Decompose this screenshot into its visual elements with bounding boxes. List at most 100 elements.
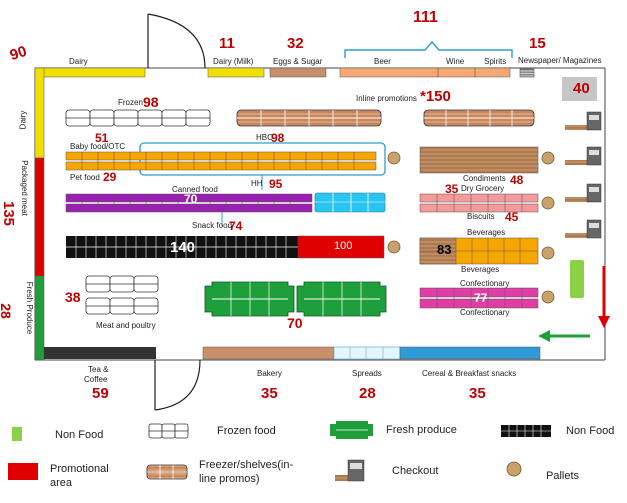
promotional-area (297, 235, 385, 259)
count-28-spreads: 28 (359, 385, 376, 402)
legend-non-food-label: Non Food (55, 429, 104, 441)
label-beverages-top: Beverages (467, 228, 506, 237)
label-dairy-milk: Dairy (Milk) (213, 57, 254, 66)
checkout-counter (565, 219, 602, 239)
count-70-canned: 70 (184, 192, 198, 206)
label-inline-promotions: Inline promotions (356, 94, 417, 103)
pallet (387, 151, 401, 165)
cereal-shelf (399, 346, 541, 360)
label-biscuits: Biscuits (467, 212, 495, 221)
legend-promotional-label-line2: area (50, 477, 73, 489)
alcohol-shelf (339, 67, 511, 78)
count-135: 135 (0, 200, 18, 227)
count-74: 74 (229, 219, 243, 233)
meat-poultry-freezers (85, 275, 159, 315)
count-38: 38 (65, 289, 81, 305)
label-eggs-sugar: Eggs & Sugar (273, 57, 323, 66)
canned-food-aisle (65, 193, 313, 213)
checkout-counter (565, 146, 602, 166)
count-140: 140 (170, 239, 196, 256)
pallet (541, 246, 555, 260)
label-tea-coffee-line1: Tea & (88, 365, 109, 374)
label-dairy-left: Dairy (18, 110, 28, 130)
label-dry-grocery: Dry Grocery (461, 184, 505, 193)
dairy-top-shelf (34, 67, 146, 78)
label-beer: Beer (374, 57, 391, 66)
count-35-dry: 35 (445, 182, 459, 196)
pallet (541, 196, 555, 210)
spreads-shelf (333, 346, 401, 360)
condiments-shelf (419, 146, 539, 174)
count-28-produce: 28 (0, 303, 14, 319)
count-59: 59 (92, 385, 109, 402)
count-35-bakery: 35 (261, 385, 278, 402)
legend-non-food-black-icon (501, 425, 551, 437)
baby-pet-food-aisle (65, 151, 377, 171)
count-150: *150 (420, 88, 451, 105)
label-newspaper: Newspaper/ Magazines (518, 56, 602, 65)
beverages-shelf (419, 237, 539, 265)
exit-door (154, 359, 201, 411)
label-pet-food: Pet food (70, 173, 100, 182)
entrance-door (147, 13, 206, 69)
non-food-display (570, 260, 584, 298)
legend-checkout-label: Checkout (392, 465, 439, 477)
count-51: 51 (95, 131, 109, 145)
count-29: 29 (103, 170, 117, 184)
count-98-frozen: 98 (143, 94, 159, 110)
legend-pallets-icon (506, 461, 522, 477)
bakery-shelf (202, 346, 335, 360)
inline-promo-freezer-right (423, 109, 535, 127)
label-tea-coffee-line2: Coffee (84, 375, 108, 384)
label-condiments: Condiments (463, 174, 506, 183)
snack-food-dividers (75, 236, 287, 258)
baby-pet-food-dividers (81, 152, 355, 170)
fresh-produce-left-shelf (34, 275, 45, 361)
confectionary-shelf (419, 287, 539, 309)
legend-promotional-label-line1: Promotional (50, 463, 109, 475)
label-snack-food: Snack food (192, 221, 233, 230)
eggs-sugar-shelf (269, 67, 327, 78)
legend-pallets-label: Pallets (546, 470, 580, 482)
snack-food-aisle (66, 236, 298, 258)
legend-frozen-food-label: Frozen food (217, 425, 276, 437)
fresh-produce-island-left (204, 281, 295, 317)
packaged-meat-shelf (34, 157, 45, 277)
legend-checkout-icon (335, 459, 365, 482)
legend-fresh-produce-icon (330, 421, 373, 439)
label-spirits: Spirits (484, 57, 507, 66)
inline-promo-freezer-left (236, 109, 382, 127)
count-11: 11 (219, 35, 235, 52)
legend-frozen-food-icon (148, 423, 189, 439)
non-food-block-40 (562, 77, 597, 101)
tea-coffee-shelf (44, 347, 156, 359)
count-48: 48 (510, 173, 524, 187)
label-packaged-meat: Packaged meat (19, 160, 29, 216)
exit-arrow-left (538, 330, 590, 342)
checkout-counter (565, 183, 602, 203)
count-35-cereal: 35 (469, 385, 486, 402)
label-hbc: HBC (256, 133, 273, 142)
legend-non-food-black-label: Non Food (566, 425, 615, 437)
exit-arrow-down (598, 266, 610, 328)
pallet (541, 151, 555, 165)
legend-freezer-label-line1: Freezer/shelves(in- (199, 459, 294, 471)
label-baby-food: Baby food/OTC (70, 142, 126, 151)
count-100: 100 (334, 240, 353, 252)
count-98-hbc: 98 (271, 131, 285, 145)
label-hh: HH (251, 179, 263, 188)
dairy-milk-shelf (207, 67, 265, 78)
dry-grocery-shelf (419, 193, 539, 213)
label-canned-food: Canned food (172, 185, 218, 194)
checkout-counter (565, 111, 602, 131)
count-45: 45 (505, 210, 519, 224)
label-dairy-top: Dairy (69, 57, 88, 66)
label-beverages-bottom: Beverages (461, 265, 500, 274)
label-spreads: Spreads (352, 369, 382, 378)
count-77: 77 (474, 291, 488, 305)
label-meat-poultry: Meat and poultry (96, 321, 156, 330)
legend-freezer-label-line2: line promos) (199, 473, 260, 485)
pallet (387, 240, 401, 254)
label-fresh-produce-left: Fresh Produce (25, 281, 35, 335)
newspaper-stand (519, 68, 535, 78)
